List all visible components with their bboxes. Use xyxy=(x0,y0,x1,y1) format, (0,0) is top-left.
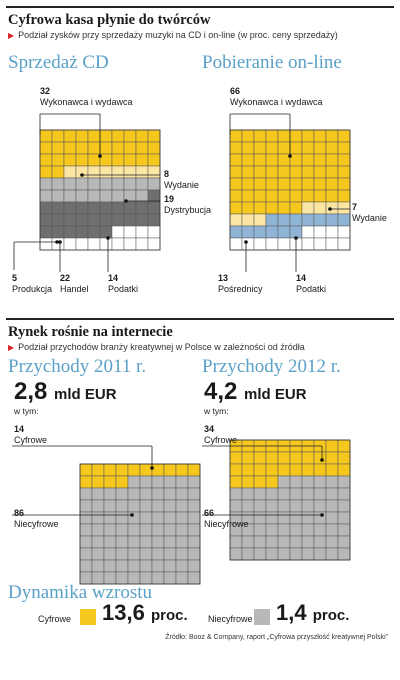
page-subtitle: ▶ Podział zysków przy sprzedaży muzyki na… xyxy=(8,30,338,40)
rev2012-cyf-label: Cyfrowe xyxy=(204,435,238,445)
rev2012-nie-num: 66 xyxy=(204,508,215,518)
page-title: Cyfrowa kasa płynie do twórców xyxy=(8,12,211,28)
growth-cyf-unit: proc. xyxy=(150,607,188,624)
on-pos-label: Pośrednicy xyxy=(218,284,263,294)
section2-title: Rynek rośnie na internecie xyxy=(8,324,173,340)
rev2011-cyf-label: Cyfrowe xyxy=(14,435,48,445)
growth-cyf-number: 13,6 xyxy=(102,600,145,625)
cd-pod-num: 14 xyxy=(108,273,119,283)
on-dot-wyd xyxy=(328,207,332,211)
on-pod-label: Podatki xyxy=(296,284,327,294)
rev2012-amount-value: 4,2 xyxy=(204,378,238,405)
on-wyd-label: Wydanie xyxy=(352,213,387,223)
on-wyk-num: 66 xyxy=(230,86,241,96)
source-note: Źródło: Booz & Company, raport „Cyfrowa … xyxy=(165,634,388,641)
r11-dot-cyf xyxy=(150,466,154,470)
rev2011-amount-unit: mld EUR xyxy=(54,386,117,403)
on-dot-wyk xyxy=(288,154,292,158)
cd-dys-label: Dystrybucja xyxy=(164,205,212,215)
rev2011-amount: 2,8 mld EUR xyxy=(14,378,117,406)
growth-nie-number: 1,4 xyxy=(276,600,307,625)
growth-nie-swatch xyxy=(254,609,270,625)
rev2011-nie-num: 86 xyxy=(14,508,25,518)
rev2012-title: Przychody 2012 r. xyxy=(202,356,341,377)
cd-dys-num: 19 xyxy=(164,194,175,204)
cd-wyd-num: 8 xyxy=(164,169,170,179)
section-rule xyxy=(6,318,394,320)
cd-dot-pod xyxy=(106,236,110,240)
page-subtitle-text: Podział zysków przy sprzedaży muzyki na … xyxy=(18,30,338,40)
growth-cyf-swatch xyxy=(80,609,96,625)
rev2012-wtym: w tym: xyxy=(204,406,229,416)
on-wyk-label: Wykonawca i wydawca xyxy=(230,97,323,107)
rev2011-wtym: w tym: xyxy=(14,406,39,416)
online-panel-title: Pobieranie on-line xyxy=(202,52,342,73)
cd-pod-label: Podatki xyxy=(108,284,139,294)
rev2011-waffle-border xyxy=(79,463,201,585)
bullet-triangle-icon-2: ▶ xyxy=(8,343,15,352)
growth-nie-value: 1,4 proc. xyxy=(276,600,349,626)
cd-dot-prod xyxy=(55,240,59,244)
on-dot-pod xyxy=(294,236,298,240)
rev2011-waffle-chart xyxy=(79,463,201,585)
on-pos-num: 13 xyxy=(218,273,229,283)
cd-dot-dys xyxy=(124,199,128,203)
bullet-triangle-icon: ▶ xyxy=(8,31,15,40)
on-wyd-num: 7 xyxy=(352,202,358,212)
cd-han-num: 22 xyxy=(60,273,71,283)
r11-dot-nie xyxy=(130,513,134,517)
cd-han-label: Handel xyxy=(60,284,89,294)
rev2011-amount-value: 2,8 xyxy=(14,378,48,405)
section2-subtitle-text: Podział przychodów branży kreatywnej w P… xyxy=(18,342,305,352)
rev2011-nie-label: Niecyfrowe xyxy=(14,519,59,529)
rev2012-amount: 4,2 mld EUR xyxy=(204,378,307,406)
cd-panel-title: Sprzedaż CD xyxy=(8,52,109,73)
rev2012-waffle-border xyxy=(229,439,351,561)
rev2011-cyf-num: 14 xyxy=(14,424,25,434)
cd-dot-han xyxy=(58,240,62,244)
cd-prod-num: 5 xyxy=(12,273,18,283)
rev2012-cyf-num: 34 xyxy=(204,424,215,434)
rev2011-title: Przychody 2011 r. xyxy=(8,356,147,377)
cd-wyk-num: 32 xyxy=(40,86,51,96)
r12-dot-nie xyxy=(320,513,324,517)
cd-dot-wyk xyxy=(98,154,102,158)
growth-cyf-label: Cyfrowe xyxy=(38,614,72,624)
growth-nie-unit: proc. xyxy=(312,607,350,624)
online-waffle-chart xyxy=(229,129,351,251)
cd-prod-label: Produkcja xyxy=(12,284,53,294)
on-pod-num: 14 xyxy=(296,273,307,283)
growth-nie-label: Niecyfrowe xyxy=(208,614,253,624)
cd-dot-wyd xyxy=(80,173,84,177)
cd-wyd-label: Wydanie xyxy=(164,180,199,190)
rev2012-amount-unit: mld EUR xyxy=(244,386,307,403)
r12-dot-cyf xyxy=(320,458,324,462)
cd-wyk-label: Wykonawca i wydawca xyxy=(40,97,133,107)
rev2012-nie-label: Niecyfrowe xyxy=(204,519,249,529)
growth-cyf-value: 13,6 proc. xyxy=(102,600,188,626)
rev2012-waffle-chart xyxy=(229,439,351,561)
on-dot-pos xyxy=(244,240,248,244)
section2-subtitle: ▶ Podział przychodów branży kreatywnej w … xyxy=(8,342,305,352)
growth-title: Dynamika wzrostu xyxy=(8,582,153,603)
top-rule xyxy=(6,6,394,8)
